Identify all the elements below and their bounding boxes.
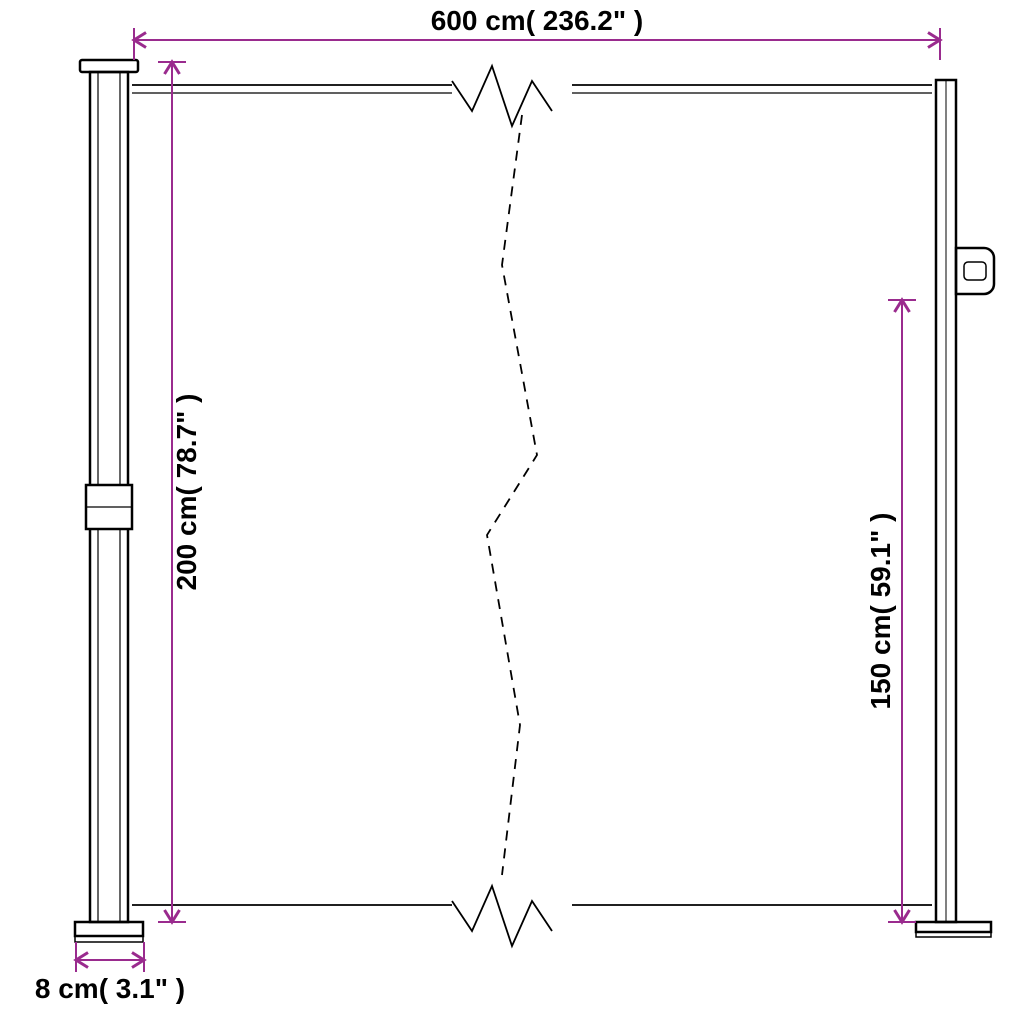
dim-label-pole: 150 cm( 59.1" )	[865, 513, 896, 710]
break-mark-top	[452, 66, 552, 126]
break-mark-bottom	[452, 886, 552, 946]
pull-handle	[956, 248, 994, 294]
dimension-labels: 600 cm( 236.2" ) 200 cm( 78.7" ) 150 cm( 5…	[35, 5, 896, 1004]
dim-label-base: 8 cm( 3.1" )	[35, 973, 185, 1004]
product-outline	[75, 60, 994, 946]
right-base	[916, 922, 991, 932]
left-base	[75, 922, 143, 936]
dimension-diagram: 600 cm( 236.2" ) 200 cm( 78.7" ) 150 cm( 5…	[0, 0, 1024, 1024]
left-top-cap	[80, 60, 138, 72]
break-dashed-line	[487, 115, 537, 875]
dim-label-height: 200 cm( 78.7" )	[171, 394, 202, 591]
dim-label-width: 600 cm( 236.2" )	[431, 5, 644, 36]
